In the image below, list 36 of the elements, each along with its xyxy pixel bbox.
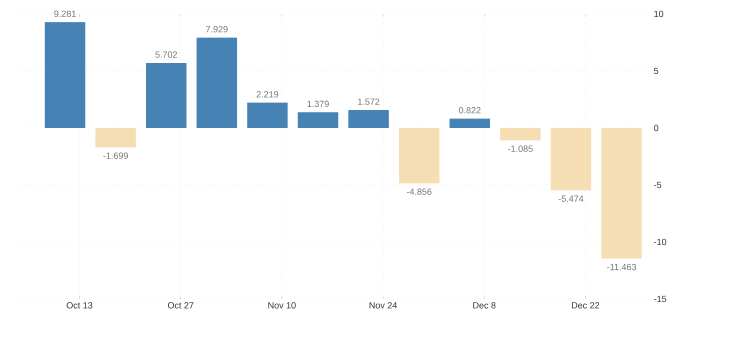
- y-tick-label: -15: [654, 296, 666, 302]
- bar: [500, 128, 541, 140]
- data-label: 0.822: [458, 107, 481, 114]
- bar: [298, 112, 338, 128]
- data-label: -1.085: [508, 146, 533, 152]
- bar: [44, 22, 86, 128]
- data-label: -5.474: [558, 196, 584, 202]
- x-tick-label: Oct 13: [66, 302, 92, 309]
- data-label: -11.463: [607, 264, 636, 270]
- data-label: 9.281: [54, 10, 76, 17]
- y-tick-label: -10: [654, 238, 666, 246]
- bar: [196, 38, 238, 128]
- y-tick-label: 5: [654, 68, 658, 74]
- data-label: -1.699: [103, 152, 128, 159]
- data-label: 5.702: [155, 51, 177, 58]
- data-label: 7.929: [206, 26, 228, 32]
- y-tick-label: 0: [654, 124, 658, 132]
- x-tick-label: Dec 8: [473, 302, 496, 309]
- bar: [450, 118, 490, 128]
- data-label: 2.219: [256, 91, 278, 98]
- bar: [247, 102, 288, 128]
- data-label: -4.856: [406, 188, 432, 195]
- x-tick-label: Nov 24: [370, 302, 397, 309]
- bar: [398, 128, 440, 184]
- bar: [601, 128, 642, 259]
- data-label: 1.572: [358, 98, 380, 105]
- bar: [146, 62, 186, 128]
- bar: [550, 128, 592, 190]
- x-tick-label: Oct 27: [168, 302, 194, 309]
- x-tick-label: Dec 22: [572, 302, 600, 309]
- bar: [95, 128, 136, 148]
- data-label: 1.379: [307, 100, 329, 108]
- y-tick-label: -5: [654, 182, 662, 188]
- bar: [348, 110, 389, 128]
- y-tick-label: 10: [654, 10, 664, 18]
- x-tick-label: Nov 10: [268, 302, 296, 309]
